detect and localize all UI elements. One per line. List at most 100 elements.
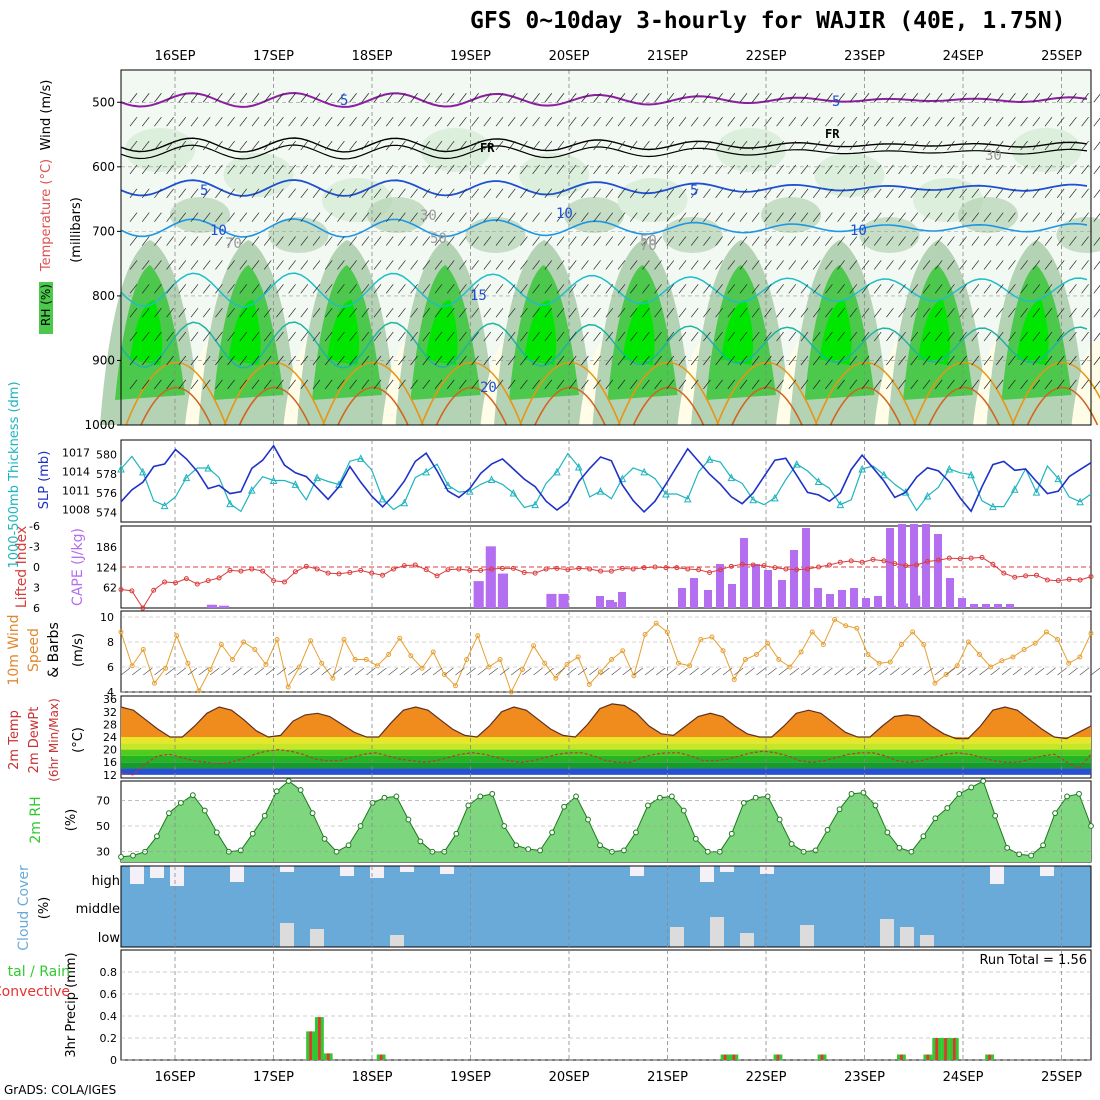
wind-barb [154,307,162,318]
wind-barb [544,188,553,199]
cape-bar [982,604,990,608]
wind-barb [276,284,284,294]
wind-barb [703,236,711,246]
wind-barb [727,331,736,342]
cloud-frame [120,865,1092,948]
wind-speed-point [977,652,983,657]
wind-barb [227,260,235,270]
cloud-high-bar [400,866,414,872]
wind-barb [910,260,919,270]
wind-barb [849,260,858,270]
thickness-point [487,475,496,484]
wind-speed-point [374,663,380,669]
lifted-index-point [925,559,931,565]
wind-barb [703,355,711,366]
wind-barb [154,188,162,199]
wind-barb [532,379,540,390]
wind-barb [861,164,870,175]
wind-barb [227,236,235,246]
precip-tick-label: 0.4 [100,1010,118,1023]
wind-barb [495,188,504,199]
wind-barb [324,284,333,294]
wind-barb [154,236,162,246]
thickness-point [313,473,321,482]
cape-bar [558,593,569,608]
wind-barb [947,116,955,127]
wind-barb [764,284,772,294]
wind-barb [861,116,870,127]
wind-barb [385,260,394,270]
wind-barb [764,236,772,246]
surface-wind-barb [310,667,320,676]
wind-barb [568,284,577,294]
wind-barb [507,236,516,246]
wind-barb [1069,379,1077,390]
wind-barb [471,140,479,151]
rh-point [130,852,136,859]
wind-barb [410,284,418,294]
wind-barb [239,260,248,270]
wind-barb [361,236,370,246]
rh-point [968,784,975,791]
wind-barb [361,331,370,342]
cape-bar [546,593,557,608]
rh-point [369,799,376,806]
surface-wind-barb [432,667,443,676]
surface-wind-barb [165,667,175,676]
wind-barb [642,140,650,151]
lifted-index-point [1055,578,1061,584]
wind-barb [459,284,467,294]
wind-barb [605,307,614,318]
contour-label: 5 [690,183,698,199]
wind-barb [154,164,162,175]
wind-barb [764,331,772,342]
wind-barb [617,331,626,342]
surface-wind-barb [1090,667,1100,676]
surface-wind-barb [254,667,265,676]
wind-barb [410,307,418,318]
lifted-index-point [521,569,527,575]
thickness-point [836,500,845,509]
wind-barb [886,116,894,127]
wind-barb [276,164,284,175]
surface-wind-barb [176,667,186,676]
wind-barb [873,236,882,246]
wind-barb [507,260,516,270]
wind-tick-label: 8 [107,636,114,649]
wind-speed-point [174,633,180,639]
wind-barb [898,140,906,151]
wind-barb [788,260,797,270]
wind-barb [471,212,479,222]
rh-point [1016,851,1023,858]
wind-speed-series [120,618,1092,694]
thickness-point [138,467,147,476]
surface-wind-barb [644,667,655,676]
wind-barb [947,307,955,318]
temperature-area [121,703,1091,739]
precip-convective-bar [379,1054,383,1060]
wind-barb [373,355,382,366]
wind-barb [410,212,418,222]
thickness-point [444,481,452,489]
wind-barb [483,188,492,199]
wind-barb [605,116,614,127]
wind-barb [739,164,748,175]
wind-barb [410,236,418,246]
wind-barb [812,236,821,246]
wind-barb [178,331,187,342]
wind-barb [971,212,980,222]
wind-barb [910,307,919,318]
cape-bar [790,550,798,608]
wind-barb [1044,93,1053,103]
wind-speed-point [118,629,124,635]
wind-barb [324,188,333,199]
wind-barb [373,140,382,151]
wind-speed-point [1021,647,1027,652]
rh-patch-mid [761,197,821,233]
wind-barb [837,93,845,103]
wind-barb [959,188,967,199]
surface-wind-barb [734,667,744,676]
thickness-point [204,463,213,472]
surface-wind-barb [533,667,543,676]
wind-barb [727,164,736,175]
